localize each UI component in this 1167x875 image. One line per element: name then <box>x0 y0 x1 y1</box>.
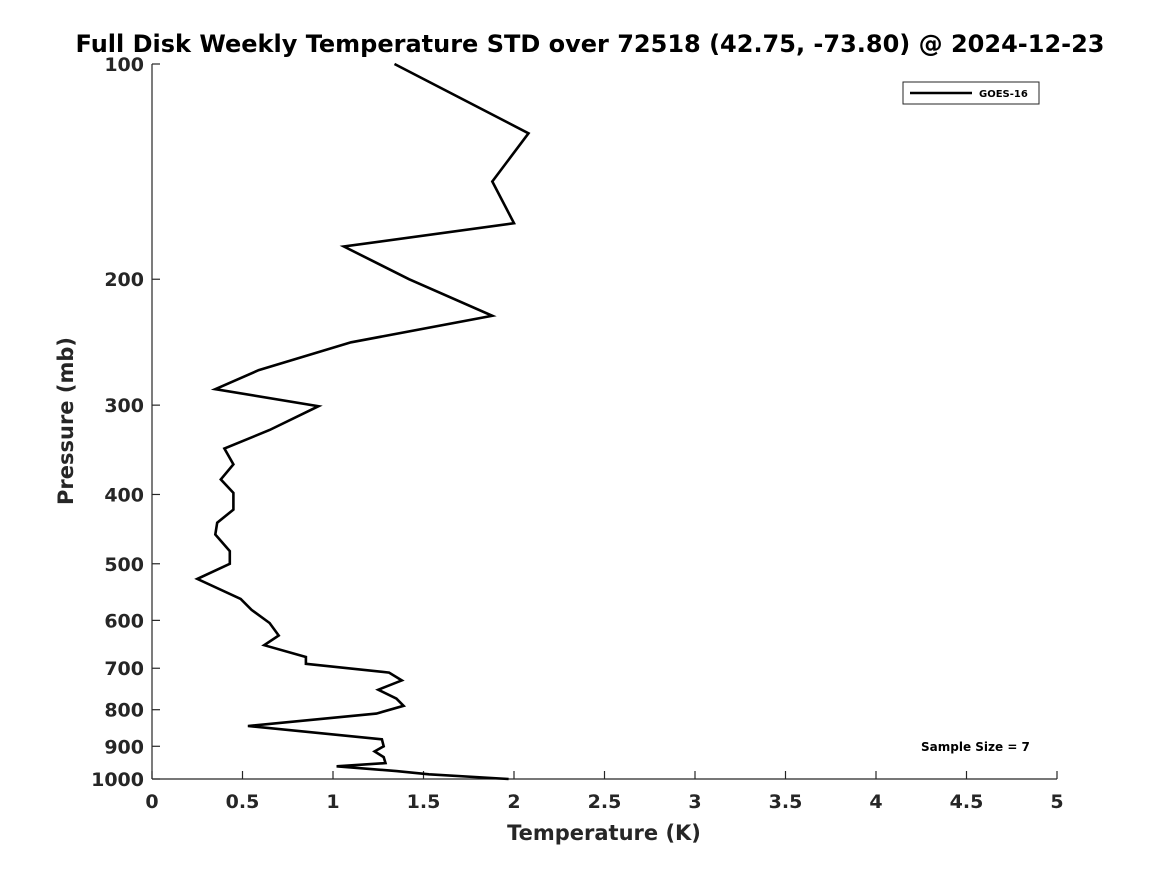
x-ticks: 0 0.5 1 1.5 2 2.5 3 3.5 4 4.5 5 <box>145 771 1064 813</box>
y-tick-label: 900 <box>104 736 144 758</box>
y-ticks: 100 200 300 400 500 600 700 800 900 1000 <box>91 54 160 791</box>
x-tick-label: 3 <box>688 791 701 813</box>
x-tick-label: 1 <box>326 791 339 813</box>
chart-title: Full Disk Weekly Temperature STD over 72… <box>76 30 1105 58</box>
x-tick-label: 4.5 <box>950 791 984 813</box>
x-tick-label: 3.5 <box>769 791 803 813</box>
y-tick-label: 100 <box>104 54 144 76</box>
x-tick-label: 2.5 <box>588 791 622 813</box>
y-tick-label: 1000 <box>91 769 144 791</box>
legend-label-goes-16: GOES-16 <box>979 89 1028 100</box>
y-tick-label: 500 <box>104 554 144 576</box>
x-tick-label: 4 <box>869 791 882 813</box>
x-axis-label: Temperature (K) <box>507 821 701 845</box>
y-tick-label: 400 <box>104 484 144 506</box>
x-tick-label: 2 <box>507 791 520 813</box>
x-tick-label: 0.5 <box>226 791 260 813</box>
sample-size-annotation: Sample Size = 7 <box>921 740 1030 754</box>
y-tick-label: 300 <box>104 395 144 417</box>
y-tick-label: 200 <box>104 269 144 291</box>
series-line-goes-16 <box>194 62 531 781</box>
y-tick-label: 700 <box>104 658 144 680</box>
x-tick-label: 5 <box>1050 791 1063 813</box>
series-layer <box>194 62 531 781</box>
x-tick-label: 1.5 <box>407 791 441 813</box>
y-axis-label: Pressure (mb) <box>54 337 78 505</box>
x-tick-label: 0 <box>145 791 158 813</box>
y-tick-label: 600 <box>104 610 144 632</box>
y-tick-label: 800 <box>104 700 144 722</box>
legend: GOES-16 <box>902 81 1040 105</box>
